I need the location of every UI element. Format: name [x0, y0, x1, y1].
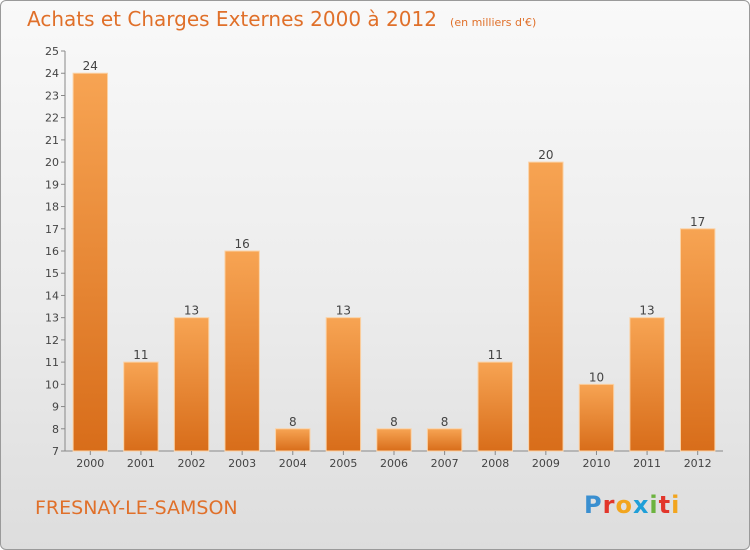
- bar-value-label: 24: [83, 59, 98, 73]
- proxiti-logo: Proxiti: [584, 491, 680, 519]
- unit-text: (en milliers d'€): [450, 16, 537, 29]
- title-text: Achats et Charges Externes 2000 à 2012: [27, 7, 437, 31]
- logo-letter: o: [615, 491, 633, 519]
- x-tick-label: 2002: [178, 457, 206, 470]
- bar-2010: [578, 383, 615, 452]
- y-tick-label: 9: [52, 401, 59, 414]
- bar-value-label: 13: [184, 304, 199, 318]
- bar-2005: [325, 317, 362, 452]
- bar-2009: [528, 161, 564, 452]
- logo-letter: t: [658, 491, 672, 519]
- chart-title: Achats et Charges Externes 2000 à 2012 (…: [27, 7, 536, 31]
- bar-2011: [629, 317, 665, 452]
- bar-value-label: 8: [390, 415, 398, 429]
- y-tick-label: 12: [45, 334, 59, 347]
- y-tick-label: 18: [45, 201, 59, 214]
- y-tick-label: 14: [45, 289, 59, 302]
- y-tick-label: 10: [45, 378, 59, 391]
- bar-2002: [173, 317, 210, 452]
- logo-letter: P: [584, 491, 603, 519]
- y-tick-label: 17: [45, 223, 59, 236]
- bar-value-label: 11: [488, 348, 503, 362]
- y-tick-label: 22: [45, 112, 59, 125]
- x-tick-label: 2001: [127, 457, 155, 470]
- x-tick-label: 2006: [380, 457, 408, 470]
- y-tick-label: 16: [45, 245, 59, 258]
- y-tick-label: 19: [45, 178, 59, 191]
- x-tick-label: 2007: [431, 457, 459, 470]
- y-tick-label: 20: [45, 156, 59, 169]
- y-tick-label: 13: [45, 312, 59, 325]
- bar-value-label: 17: [690, 215, 705, 229]
- bar-2001: [123, 361, 159, 452]
- x-tick-label: 2004: [279, 457, 307, 470]
- bar-2000: [72, 72, 109, 452]
- x-tick-label: 2008: [481, 457, 509, 470]
- x-tick-label: 2011: [633, 457, 661, 470]
- y-tick-label: 23: [45, 89, 59, 102]
- x-tick-label: 2010: [582, 457, 610, 470]
- place-name: FRESNAY-LE-SAMSON: [35, 497, 238, 519]
- bar-value-label: 8: [289, 415, 297, 429]
- bar-2003: [224, 250, 260, 452]
- bar-value-label: 10: [589, 370, 604, 384]
- bar-value-label: 16: [235, 237, 250, 251]
- x-tick-label: 2000: [76, 457, 104, 470]
- y-tick-label: 7: [52, 445, 59, 458]
- logo-letter: i: [649, 491, 659, 519]
- y-tick-label: 8: [52, 423, 59, 436]
- x-tick-label: 2005: [329, 457, 357, 470]
- bar-value-label: 13: [639, 304, 654, 318]
- y-tick-label: 25: [45, 45, 59, 58]
- x-tick-label: 2003: [228, 457, 256, 470]
- logo-letter: i: [671, 491, 681, 519]
- bar-2006: [376, 428, 412, 452]
- bar-2004: [275, 428, 311, 452]
- x-tick-label: 2012: [684, 457, 712, 470]
- y-tick-label: 21: [45, 134, 59, 147]
- bar-value-label: 11: [133, 348, 148, 362]
- bar-2012: [679, 228, 716, 452]
- y-tick-label: 24: [45, 67, 59, 80]
- y-tick-label: 15: [45, 267, 59, 280]
- bar-value-label: 8: [441, 415, 449, 429]
- logo-letter: x: [632, 491, 650, 519]
- logo-letter: r: [602, 491, 616, 519]
- x-tick-label: 2009: [532, 457, 560, 470]
- bar-2008: [477, 361, 513, 452]
- bar-2007: [426, 428, 463, 452]
- bar-value-label: 13: [336, 304, 351, 318]
- y-tick-label: 11: [45, 356, 59, 369]
- bar-value-label: 20: [538, 148, 553, 162]
